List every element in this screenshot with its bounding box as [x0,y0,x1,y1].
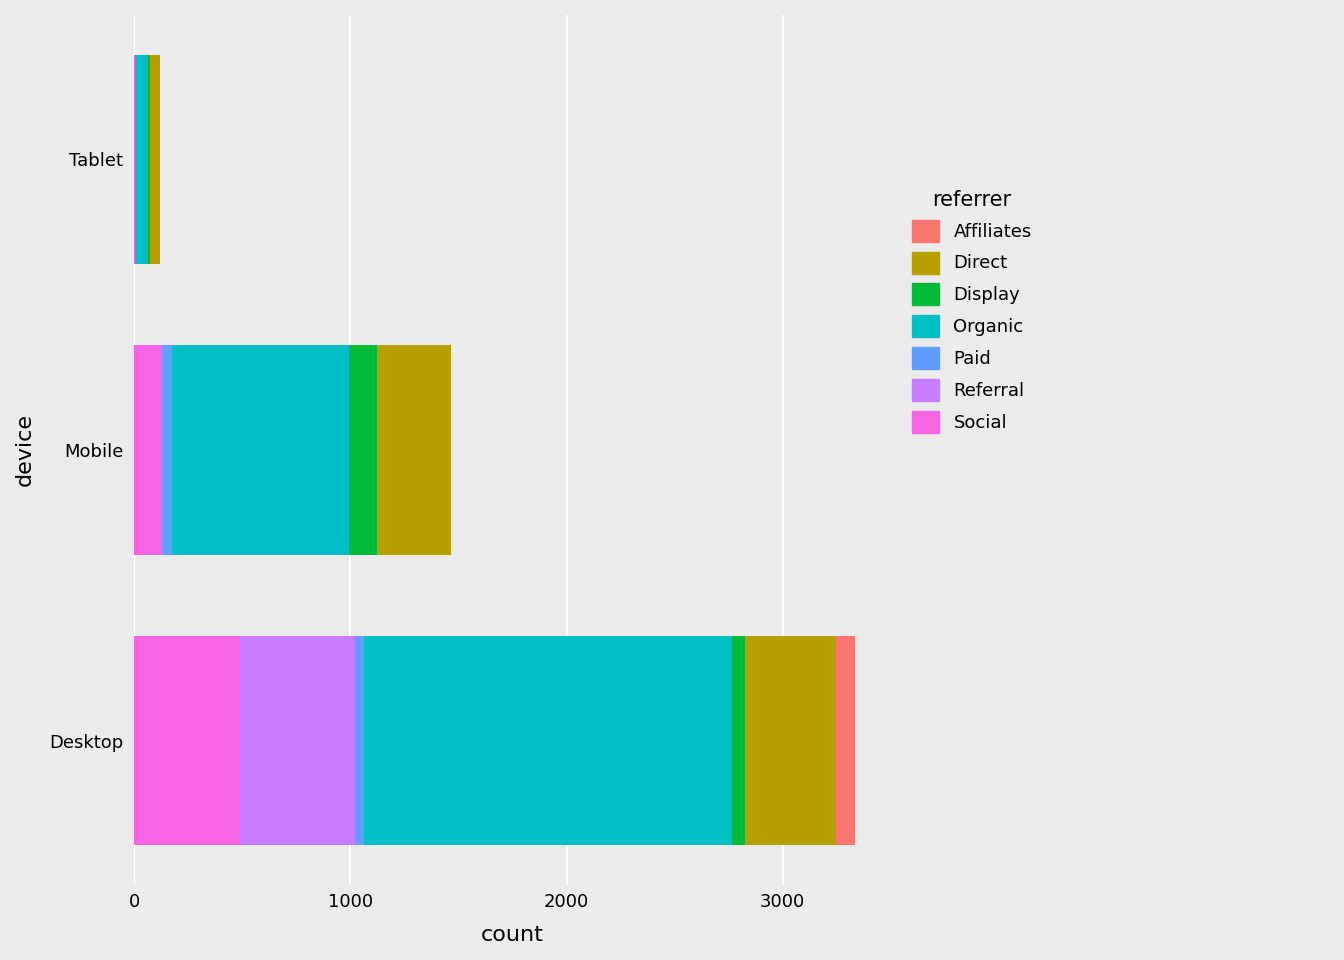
X-axis label: count: count [481,925,544,945]
Bar [355,636,364,845]
Bar [836,636,855,845]
Bar [151,55,160,264]
Bar [163,346,172,555]
Bar [134,346,163,555]
Bar [148,55,151,264]
Bar [349,346,378,555]
Bar [136,55,148,264]
Legend: Affiliates, Direct, Display, Organic, Paid, Referral, Social: Affiliates, Direct, Display, Organic, Pa… [903,180,1040,443]
Y-axis label: device: device [15,414,35,487]
Bar [241,636,355,845]
Bar [378,346,452,555]
Bar [732,636,745,845]
Bar [172,346,349,555]
Bar [364,636,732,845]
Bar [134,636,241,845]
Bar [745,636,836,845]
